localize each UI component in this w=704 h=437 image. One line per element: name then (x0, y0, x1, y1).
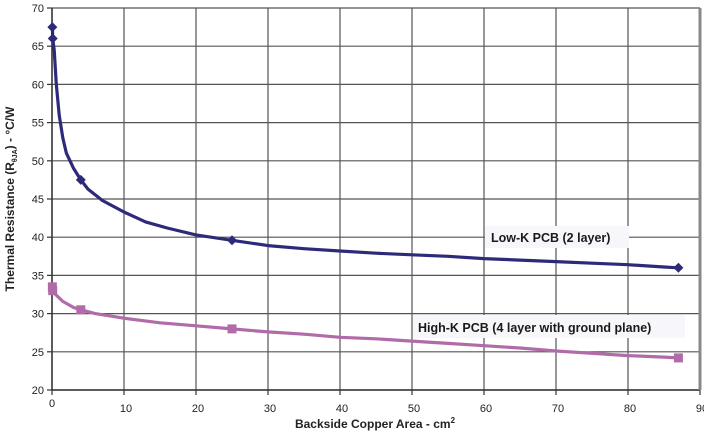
low-k-series-label: Low-K PCB (2 layer) (491, 231, 610, 245)
y-tick-label: 50 (32, 156, 44, 168)
high-k-label-box: High-K PCB (4 layer with ground plane) (413, 315, 685, 338)
series-labels: Low-K PCB (2 layer) High-K PCB (4 layer … (413, 226, 685, 338)
y-tick-label: 30 (32, 309, 44, 321)
square-marker-icon (673, 353, 683, 363)
square-marker-icon (76, 305, 86, 315)
x-axis-title: Backside Copper Area - cm2 (295, 416, 456, 431)
diamond-marker-icon (75, 174, 86, 185)
x-tick-label: 0 (49, 398, 55, 410)
series-lines (47, 22, 684, 363)
y-tick-label: 25 (32, 347, 44, 359)
low-k-label-box: Low-K PCB (2 layer) (485, 226, 629, 248)
x-tick-label: 70 (552, 403, 564, 415)
x-tick-label: 30 (264, 403, 276, 415)
y-tick-label: 35 (32, 270, 44, 282)
diamond-marker-icon (47, 22, 58, 33)
low-k-series-line (50, 25, 681, 270)
x-tick-label: 90 (696, 403, 704, 415)
y-axis-title: Thermal Resistance (RθJA) - °C/W (3, 106, 19, 292)
x-tick-label: 20 (192, 403, 204, 415)
y-tick-label: 70 (32, 3, 44, 15)
diamond-marker-icon (47, 33, 58, 44)
diamond-marker-icon (227, 235, 237, 246)
y-tick-label: 65 (32, 41, 44, 53)
y-tick-label: 60 (32, 79, 44, 91)
x-tick-label: 60 (480, 403, 492, 415)
diamond-marker-icon (673, 262, 684, 273)
high-k-series-line (50, 285, 681, 360)
y-tick-label: 20 (32, 385, 44, 397)
tick-labels: 20 25 30 35 40 45 50 55 60 65 70 0 10 20 30 40 50 60 70 80 9… (32, 3, 704, 415)
axes (47, 7, 702, 395)
y-tick-label: 40 (32, 232, 44, 244)
x-tick-label: 10 (120, 403, 132, 415)
square-marker-icon (48, 286, 58, 296)
y-tick-label: 55 (32, 118, 44, 130)
x-tick-label: 40 (336, 403, 348, 415)
x-tick-label: 80 (624, 403, 636, 415)
square-marker-icon (227, 324, 237, 334)
high-k-series-label: High-K PCB (4 layer with ground plane) (418, 321, 651, 335)
x-tick-label: 50 (408, 403, 420, 415)
y-tick-label: 45 (32, 194, 44, 206)
